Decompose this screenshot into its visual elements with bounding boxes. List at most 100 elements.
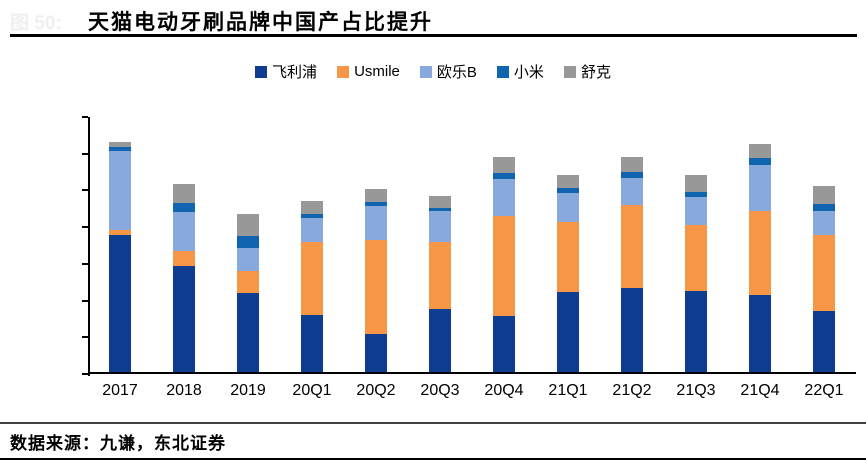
x-tick-label-21Q3: 21Q3	[676, 382, 716, 399]
legend-label: 小米	[513, 64, 544, 81]
bar-column-20Q2	[344, 117, 408, 372]
bar-column-20Q1	[280, 117, 344, 372]
y-tick-mark	[82, 226, 88, 229]
x-tick-label-22Q1: 22Q1	[804, 382, 844, 399]
legend-item-1: Usmile	[337, 63, 400, 80]
bar-stack	[493, 157, 515, 372]
bar-column-21Q2	[600, 117, 664, 372]
bar-stack	[621, 156, 643, 372]
bar-segment-飞利浦	[301, 314, 323, 372]
y-tick-mark	[82, 152, 88, 155]
bar-segment-欧乐B	[237, 248, 259, 271]
bar-segment-Usmile	[749, 210, 771, 295]
bar-segment-欧乐B	[301, 217, 323, 243]
y-tick-mark	[82, 373, 88, 375]
bar-segment-欧乐B	[109, 151, 131, 231]
bar-segment-飞利浦	[365, 334, 387, 372]
x-tick-label-21Q2: 21Q2	[612, 382, 652, 399]
bar-segment-舒克	[621, 156, 643, 172]
bar-segment-小米	[685, 192, 707, 197]
bar-segment-飞利浦	[429, 308, 451, 372]
bar-segment-小米	[365, 202, 387, 207]
bar-segment-Usmile	[237, 270, 259, 294]
chart-title: 天猫电动牙刷品牌中国产占比提升	[88, 9, 433, 34]
bar-segment-Usmile	[173, 251, 195, 266]
x-tick-label-2019: 2019	[230, 382, 266, 399]
bar-segment-小米	[813, 203, 835, 212]
y-tick-mark	[82, 116, 88, 118]
bar-stack	[301, 201, 323, 372]
bar-segment-舒克	[301, 201, 323, 214]
bar-segment-欧乐B	[429, 211, 451, 243]
legend-swatch-icon	[563, 65, 576, 78]
bar-segment-飞利浦	[685, 291, 707, 372]
bar-segment-欧乐B	[685, 196, 707, 225]
x-axis: 2017 2018 2019 20Q1 20Q2 20Q3 20Q4 21Q1 21Q2 21Q3…	[88, 382, 856, 400]
legend-label: 欧乐B	[436, 64, 477, 81]
bar-stack	[749, 143, 771, 372]
bar-segment-小米	[173, 202, 195, 212]
bar-column-2018	[152, 117, 216, 372]
bar-segment-小米	[109, 147, 131, 152]
y-tick-mark	[82, 299, 88, 302]
x-tick-label-2017: 2017	[102, 382, 138, 399]
bar-segment-舒克	[493, 157, 515, 174]
bar-stack	[813, 185, 835, 372]
x-tick-label-20Q3: 20Q3	[420, 382, 460, 399]
bar-segment-飞利浦	[493, 315, 515, 372]
bar-segment-舒克	[685, 174, 707, 193]
x-tick-label-20Q4: 20Q4	[484, 382, 524, 399]
bar-segment-舒克	[109, 141, 131, 148]
bar-stack	[557, 175, 579, 372]
legend-swatch-icon	[337, 65, 350, 78]
bar-segment-小米	[557, 187, 579, 193]
bar-segment-飞利浦	[237, 293, 259, 372]
x-tick-label-20Q1: 20Q1	[292, 382, 332, 399]
bar-segment-Usmile	[109, 230, 131, 236]
bar-segment-飞利浦	[621, 287, 643, 372]
legend-item-4: 舒克	[563, 61, 611, 82]
bar-segment-欧乐B	[173, 211, 195, 252]
bar-stack	[685, 174, 707, 372]
bar-column-2017	[88, 117, 152, 372]
legend-item-0: 飞利浦	[255, 61, 317, 82]
chart-legend: 飞利浦 Usmile 欧乐B 小米 舒克	[0, 61, 866, 82]
bar-segment-小米	[237, 236, 259, 249]
bar-column-21Q4	[728, 117, 792, 372]
legend-label: 飞利浦	[272, 64, 318, 81]
bar-segment-飞利浦	[813, 310, 835, 372]
bar-stack	[173, 184, 195, 372]
bar-segment-欧乐B	[493, 178, 515, 217]
x-tick-label-21Q1: 21Q1	[548, 382, 588, 399]
bar-column-21Q3	[664, 117, 728, 372]
legend-swatch-icon	[496, 65, 509, 78]
x-tick-label-21Q4: 21Q4	[740, 382, 780, 399]
bar-segment-舒克	[813, 185, 835, 204]
bar-segment-小米	[621, 171, 643, 179]
legend-label: Usmile	[354, 63, 400, 80]
bar-segment-舒克	[365, 188, 387, 203]
bar-segment-舒克	[237, 214, 259, 237]
bar-segment-舒克	[749, 143, 771, 159]
bar-segment-Usmile	[365, 239, 387, 335]
bar-segment-Usmile	[493, 216, 515, 316]
bar-segment-飞利浦	[557, 292, 579, 372]
bar-segment-欧乐B	[621, 178, 643, 206]
data-source-text: 数据来源：九谦，东北证券	[10, 434, 226, 454]
bar-segment-小米	[493, 173, 515, 179]
bar-column-2019	[216, 117, 280, 372]
plot-area	[88, 117, 856, 374]
y-tick-mark	[82, 189, 88, 192]
legend-item-2: 欧乐B	[419, 61, 477, 82]
bar-segment-小米	[301, 213, 323, 218]
footer-rule-top	[0, 422, 866, 424]
bar-segment-小米	[429, 207, 451, 212]
bar-column-20Q3	[408, 117, 472, 372]
bar-stack	[429, 195, 451, 372]
bar-stack	[109, 141, 131, 372]
bar-segment-欧乐B	[813, 211, 835, 236]
bar-column-22Q1	[792, 117, 856, 372]
bar-segment-欧乐B	[749, 165, 771, 211]
bar-segment-Usmile	[301, 242, 323, 315]
